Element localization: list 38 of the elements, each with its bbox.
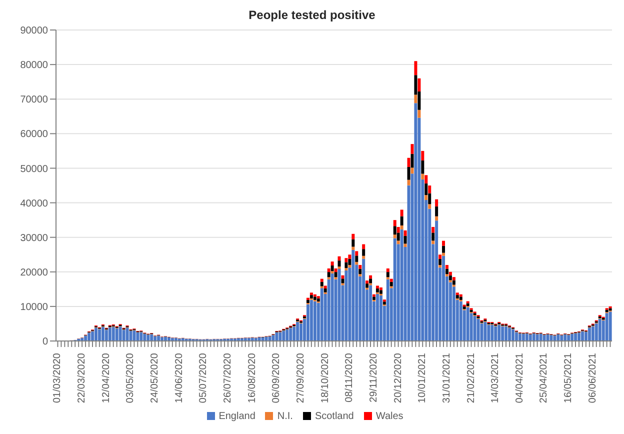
x-tick-label: 03/05/2020 — [125, 352, 136, 404]
chart-title: People tested positive — [248, 8, 376, 22]
legend-label: N.I. — [277, 411, 293, 422]
x-tick-label: 31/01/2021 — [441, 352, 452, 404]
x-tick-label: 06/06/2021 — [587, 352, 598, 404]
x-tick-label: 29/11/2020 — [368, 352, 380, 402]
x-tick-label: 12/04/2020 — [100, 352, 112, 404]
legend-label: England — [218, 411, 256, 422]
x-tick-label: 26/07/2020 — [222, 352, 234, 404]
x-tick-label: 01/03/2020 — [52, 352, 64, 404]
y-tick-label: 80000 — [20, 60, 48, 72]
x-tick-label: 10/01/2021 — [417, 352, 428, 404]
y-tick-label: 40000 — [20, 198, 48, 210]
x-tick-label: 24/05/2020 — [150, 352, 161, 404]
y-tick-label: 20000 — [20, 267, 48, 278]
legend-label: Wales — [376, 411, 404, 422]
x-tick-label: 21/02/2021 — [466, 352, 477, 404]
x-tick-label: 04/04/2021 — [514, 352, 526, 404]
x-tick-label: 18/10/2020 — [320, 352, 331, 404]
x-tick-label: 27/09/2020 — [295, 352, 306, 404]
x-tick-label: 08/11/2020 — [344, 352, 356, 402]
x-tick-label: 05/07/2020 — [198, 352, 210, 404]
y-tick-label: 10000 — [20, 302, 48, 313]
y-tick-label: 50000 — [20, 164, 48, 175]
x-tick-label: 16/08/2020 — [246, 352, 258, 404]
x-tick-label: 20/12/2020 — [392, 352, 404, 404]
x-tick-label: 06/09/2020 — [271, 352, 282, 404]
y-tick-label: 90000 — [20, 26, 48, 37]
x-tick-label: 14/03/2021 — [490, 352, 502, 404]
x-tick-label: 16/05/2021 — [563, 352, 574, 404]
x-tick-label: 22/03/2020 — [76, 352, 88, 404]
y-tick-label: 70000 — [20, 94, 48, 106]
x-tick-label: 14/06/2020 — [174, 352, 185, 404]
y-tick-label: 30000 — [20, 232, 48, 244]
x-tick-label: 25/04/2021 — [538, 352, 550, 404]
y-tick-label: 60000 — [20, 129, 48, 140]
y-tick-label: 0 — [42, 336, 48, 348]
legend-label: Scotland — [314, 411, 354, 422]
